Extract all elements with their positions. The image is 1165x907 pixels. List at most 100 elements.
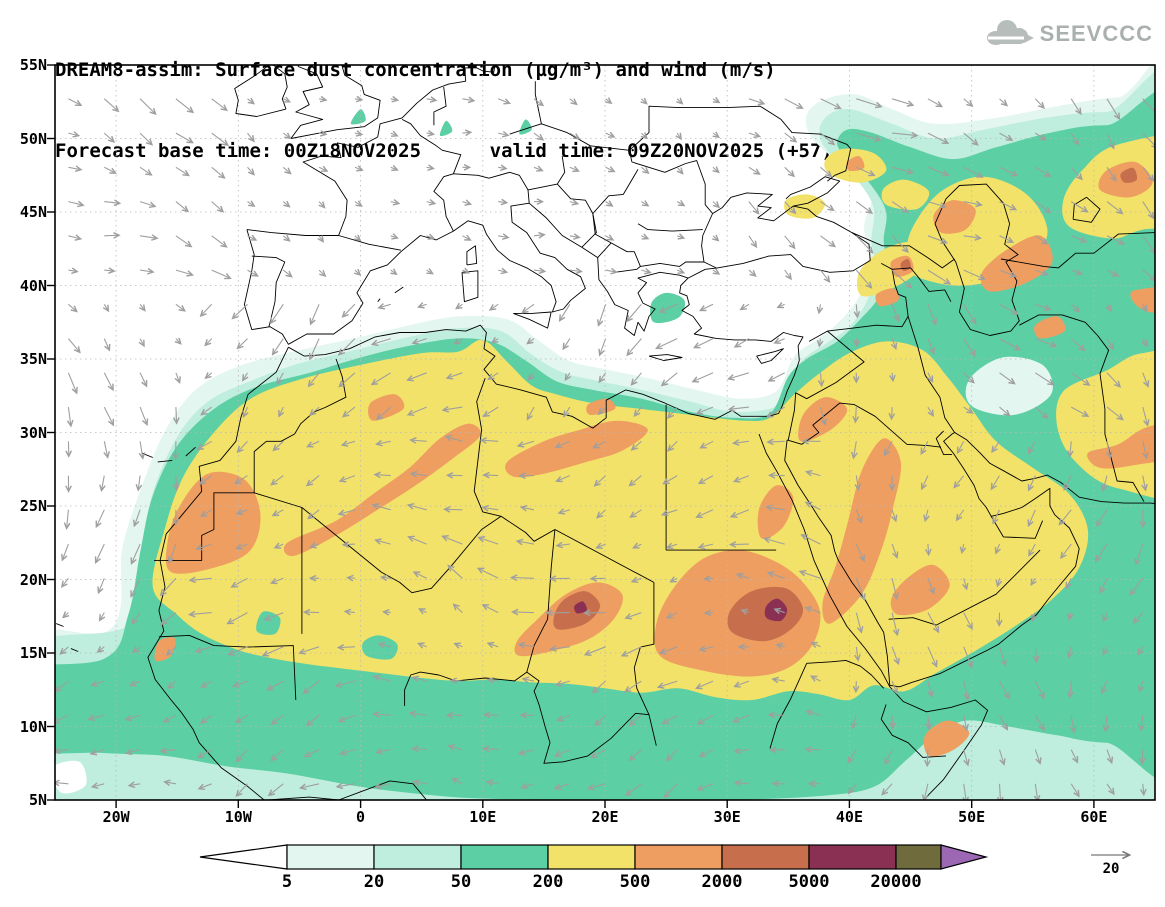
wind-arrow (379, 644, 391, 647)
wind-arrow (1142, 166, 1154, 180)
wind-arrow (211, 269, 231, 278)
wind-arrow (856, 338, 857, 346)
wind-arrow (390, 99, 398, 100)
wind-arrow (927, 166, 948, 175)
coastline-or-border (758, 433, 989, 798)
dust-region (256, 611, 281, 635)
wind-arrow (1029, 475, 1036, 490)
wind-arrow (133, 646, 141, 653)
wind-arrow (304, 612, 320, 613)
wind-arrow (999, 132, 1013, 140)
wind-arrow (677, 99, 682, 104)
wind-arrow (336, 680, 356, 686)
wind-arrow (677, 133, 681, 139)
wind-arrow (819, 304, 821, 313)
wind-arrow (165, 782, 176, 784)
wind-arrow (1070, 406, 1088, 416)
wind-arrow (1106, 372, 1120, 387)
wind-arrow (343, 303, 356, 316)
wind-arrow (233, 303, 248, 318)
wind-arrow (775, 339, 785, 343)
wind-arrow (1140, 680, 1143, 691)
wind-arrow (664, 475, 678, 484)
wind-arrow (103, 338, 109, 351)
wind-arrow (634, 544, 642, 548)
wind-arrow (354, 167, 362, 170)
wind-arrow (1071, 270, 1081, 274)
coastline-or-border (541, 123, 633, 163)
dust-region (519, 119, 532, 135)
wind-arrow (599, 304, 607, 325)
wind-arrow (175, 166, 189, 175)
wind-arrow (126, 714, 141, 719)
wind-arrow (927, 406, 933, 416)
wind-arrow (820, 98, 841, 109)
wind-arrow (443, 407, 463, 410)
wind-arrow (211, 235, 227, 247)
wind-arrow (518, 440, 535, 446)
wind-vector-layer (55, 98, 1155, 800)
wind-arrow (775, 609, 785, 612)
wind-arrow (319, 201, 324, 208)
colorbar-label: 50 (450, 872, 472, 892)
wind-arrow (279, 406, 283, 416)
wind-arrow (569, 132, 579, 139)
wind-arrow (198, 440, 212, 449)
wind-arrow (557, 475, 571, 482)
wind-arrow (175, 201, 188, 212)
wind-arrow (999, 372, 1015, 384)
wind-arrow (784, 166, 794, 176)
wind-arrow (748, 269, 756, 276)
wind-arrow (600, 338, 607, 355)
dust-region (505, 420, 648, 478)
wind-arrow (96, 509, 105, 527)
wind-arrow (343, 406, 356, 416)
wind-arrow (339, 372, 356, 387)
wind-arrow (927, 235, 947, 243)
wind-arrow (625, 680, 642, 692)
wind-arrow (849, 783, 857, 793)
wind-arrow (713, 133, 719, 137)
wind-arrow (237, 749, 248, 762)
wind-arrow (342, 441, 356, 445)
wind-arrow (390, 133, 398, 136)
wind-arrow (712, 99, 719, 103)
wind-arrow (928, 372, 933, 382)
wind-arrow (712, 202, 719, 208)
coastline-or-border (1019, 314, 1145, 502)
wind-arrow (413, 749, 427, 750)
coastline-or-border (70, 648, 79, 652)
wind-arrow (318, 99, 326, 100)
wind-arrow (271, 475, 284, 485)
wind-arrow (311, 544, 320, 547)
wind-arrow (593, 680, 606, 692)
wind-arrow (340, 475, 356, 482)
dust-region (857, 242, 922, 297)
wind-arrow (68, 303, 76, 311)
wind-arrow (211, 132, 228, 145)
wind-arrow (451, 681, 463, 682)
coastline-or-border (880, 704, 947, 758)
wind-arrow (68, 167, 81, 169)
wind-arrow (734, 441, 749, 443)
coastline-or-border (892, 267, 952, 302)
colorbar-segment (721, 844, 810, 870)
wind-arrow (856, 475, 858, 490)
wind-arrow (1106, 166, 1116, 180)
wind-arrow (735, 680, 750, 686)
wind-arrow (848, 749, 857, 763)
wind-arrow (922, 475, 929, 489)
wind-arrow (319, 133, 326, 134)
wind-arrow (533, 270, 545, 271)
dust-region (822, 438, 902, 624)
wind-arrow (599, 406, 606, 414)
wind-arrow (927, 201, 945, 207)
wind-arrow (481, 440, 499, 441)
wind-arrow (446, 437, 463, 442)
wind-arrow (954, 475, 965, 488)
wind-arrow (1106, 783, 1114, 794)
wind-arrow (768, 441, 785, 442)
wind-arrow (784, 98, 803, 108)
wind-arrow (55, 750, 69, 752)
wind-arrow (1029, 509, 1036, 526)
